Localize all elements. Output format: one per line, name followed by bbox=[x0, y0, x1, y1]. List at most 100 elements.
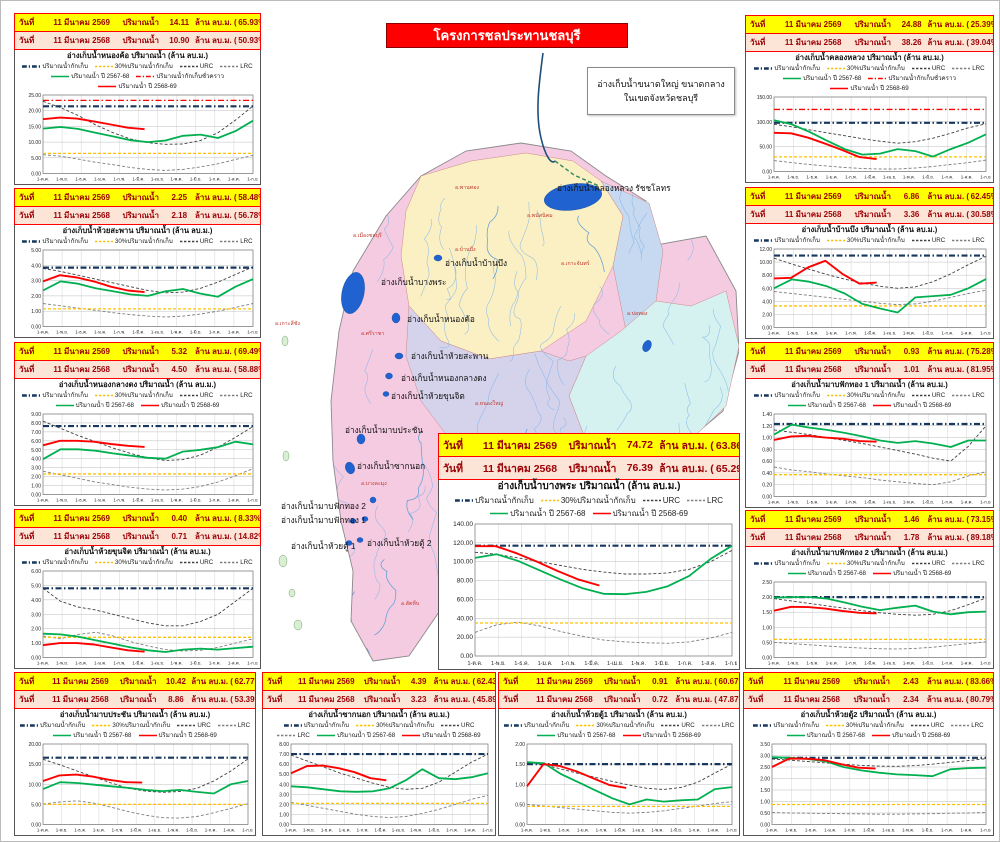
series-curr bbox=[42, 642, 145, 653]
chart-box: อ่างเก็บน้ำห้วยตู้2 ปริมาณน้ำ (ล้าน ลบ.ม… bbox=[743, 709, 994, 836]
svg-text:1-ต.ค.: 1-ต.ค. bbox=[37, 330, 49, 335]
chart-plot-area: 0.00 1.00 2.00 3.00 4.00 5.00 6.00 1-ต.ค. 1-พ.ย.… bbox=[17, 568, 259, 667]
chart-box: อ่างเก็บน้ำหนองค้อ ปริมาณน้ำ (ล้าน ลบ.ม.… bbox=[14, 50, 261, 185]
svg-text:2.00: 2.00 bbox=[31, 475, 41, 481]
legend-item-pct30: 30%ปริมาณน้ำกักเก็บ bbox=[825, 722, 904, 730]
chart-box: อ่างเก็บน้ำคลองหลวง ปริมาณน้ำ (ล้าน ลบ.ม… bbox=[745, 52, 994, 183]
map-label-district: อ.บ่อทอง bbox=[627, 311, 648, 317]
svg-text:1-มี.ค.: 1-มี.ค. bbox=[132, 330, 144, 335]
map-label-district: อ.เมืองชลบุรี bbox=[353, 232, 382, 239]
svg-text:1-พ.ย.: 1-พ.ย. bbox=[303, 828, 315, 833]
reservoir-chart: 0.00 0.50 1.00 1.50 2.00 2.50 1-ต.ค. 1-พ.ย. 1-ธ.… bbox=[762, 580, 992, 666]
legend-item-prev: ปริมาณน้ำ ปี 2567-68 bbox=[316, 732, 396, 740]
svg-text:1-ก.พ.: 1-ก.พ. bbox=[844, 828, 856, 833]
chart-plot-area: 0.00 0.50 1.00 1.50 2.00 2.50 1-ต.ค. 1-พ.ย. 1-ธ.… bbox=[748, 579, 992, 667]
chart-plot-area: 0.00 50.00 100.00 150.00 1-ต.ค. 1-พ.ย. 1-ธ.ค. 1… bbox=[748, 94, 992, 181]
legend-item-cap: ปริมาณน้ำกักเก็บ bbox=[753, 722, 819, 730]
panel-khlong-luang: วันที่ 11 มีนาคม 2569 ปริมาณน้ำ 24.88 ล้าน ล… bbox=[745, 15, 994, 183]
svg-text:1-ต.ค.: 1-ต.ค. bbox=[468, 661, 483, 667]
panel-nong-klang-dong: วันที่ 11 มีนาคม 2569 ปริมาณน้ำ 5.32 ล้าน ลบ… bbox=[14, 342, 261, 506]
svg-text:1-ก.ย.: 1-ก.ย. bbox=[247, 330, 258, 335]
chart-box: อ่างเก็บน้ำมาบฟักทอง 1 ปริมาณน้ำ (ล้าน ล… bbox=[745, 379, 994, 508]
map-label-reservoir: อ่างเก็บน้ำบ้านบึง bbox=[445, 257, 507, 268]
reservoir-chart: 0.00 0.20 0.40 0.60 0.80 1.00 1.20 1.40 1-ต.ค. 1-… bbox=[762, 412, 992, 505]
svg-text:1-ม.ค.: 1-ม.ค. bbox=[538, 661, 553, 667]
series-urc bbox=[42, 266, 254, 294]
series-urc bbox=[474, 550, 733, 575]
series-prev bbox=[773, 596, 987, 616]
svg-text:1-ส.ค.: 1-ส.ค. bbox=[961, 500, 973, 505]
svg-text:8.00: 8.00 bbox=[31, 421, 41, 427]
legend-item-urc: URC bbox=[911, 236, 946, 244]
svg-text:2.00: 2.00 bbox=[515, 742, 525, 748]
chart-plot-area: 0.00 5.00 10.00 15.00 20.00 25.00 1-ต.ค. 1-พ.ย.… bbox=[17, 92, 258, 183]
svg-text:6.00: 6.00 bbox=[279, 762, 289, 768]
chart-title: อ่างเก็บน้ำห้วยตู้1 ปริมาณน้ำ (ล้าน ลบ.ม… bbox=[551, 710, 687, 719]
series-urc bbox=[771, 758, 987, 767]
series-urc bbox=[773, 597, 987, 616]
legend-item-lrc: LRC bbox=[952, 391, 985, 399]
svg-text:4.00: 4.00 bbox=[31, 598, 41, 604]
chart-plot-area: 0.00 20.00 40.00 60.00 80.00 100.00 120.00 140.… bbox=[441, 521, 739, 668]
svg-text:8.00: 8.00 bbox=[279, 742, 289, 748]
reservoir-chart: 0.00 20.00 40.00 60.00 80.00 100.00 120.00 140.… bbox=[453, 521, 739, 667]
svg-text:0.00: 0.00 bbox=[760, 823, 770, 829]
panel-huai-khun-chit: วันที่ 11 มีนาคม 2569 ปริมาณน้ำ 0.40 ล้าน ลบ… bbox=[14, 509, 261, 669]
svg-text:1-พ.ย.: 1-พ.ย. bbox=[56, 177, 68, 182]
panel-nong-kho: วันที่ 11 มีนาคม 2569 ปริมาณน้ำ 14.11 ล้าน ล… bbox=[14, 13, 261, 185]
legend-item-prev: ปริมาณน้ำ ปี 2567-68 bbox=[787, 570, 866, 578]
map-label-district: อ.ศรีราชา bbox=[361, 330, 384, 337]
panel-map-fakthong-2: วันที่ 11 มีนาคม 2569 ปริมาณน้ำ 1.46 ล้าน ลบ… bbox=[745, 510, 994, 669]
svg-text:1-ก.พ.: 1-ก.พ. bbox=[112, 828, 124, 833]
svg-text:2.00: 2.00 bbox=[279, 802, 289, 808]
svg-text:1-เม.ย.: 1-เม.ย. bbox=[632, 828, 645, 833]
svg-text:1-มิ.ย.: 1-มิ.ย. bbox=[670, 828, 682, 833]
svg-text:8.00: 8.00 bbox=[762, 273, 772, 279]
svg-text:1-ธ.ค.: 1-ธ.ค. bbox=[75, 177, 87, 182]
svg-text:1.00: 1.00 bbox=[279, 813, 289, 819]
svg-text:0.00: 0.00 bbox=[31, 172, 41, 178]
legend-item-lrc: LRC bbox=[277, 731, 310, 739]
svg-text:1-ธ.ค.: 1-ธ.ค. bbox=[321, 828, 333, 833]
legend-item-cap: ปริมาณน้ำกักเก็บ bbox=[754, 237, 820, 245]
svg-text:1-ต.ค.: 1-ต.ค. bbox=[768, 661, 780, 666]
legend-item-cap: ปริมาณน้ำกักเก็บ bbox=[22, 559, 88, 567]
reservoir-lake bbox=[369, 496, 377, 504]
svg-text:1-มี.ค.: 1-มี.ค. bbox=[584, 660, 599, 667]
panel-huai-saphan: วันที่ 11 มีนาคม 2569 ปริมาณน้ำ 2.25 ล้าน ลบ… bbox=[14, 188, 261, 338]
legend-item-lrc: LRC bbox=[952, 64, 985, 72]
svg-text:1-ต.ค.: 1-ต.ค. bbox=[37, 828, 49, 833]
svg-text:1-ก.ย.: 1-ก.ย. bbox=[980, 828, 991, 833]
svg-text:0.00: 0.00 bbox=[279, 823, 289, 829]
map-label-reservoir: อ่างเก็บน้ำหนองค้อ bbox=[407, 313, 475, 324]
svg-text:1-มี.ค.: 1-มี.ค. bbox=[132, 498, 144, 503]
svg-text:1-ก.พ.: 1-ก.พ. bbox=[845, 661, 857, 666]
svg-text:1-มี.ค.: 1-มี.ค. bbox=[374, 828, 386, 833]
legend-item-urc: URC bbox=[911, 391, 946, 399]
svg-text:100.00: 100.00 bbox=[453, 559, 473, 566]
svg-text:0.80: 0.80 bbox=[762, 447, 772, 453]
header-row-y2: วันที่ 11 มีนาคม 2568 ปริมาณน้ำ 0.72 ล้าน ลบ… bbox=[499, 691, 739, 708]
series-curr bbox=[42, 116, 145, 131]
series-curr bbox=[526, 763, 627, 789]
reservoir-lake bbox=[382, 391, 390, 397]
reservoir-chart: 0.00 2.00 4.00 6.00 8.00 10.00 12.00 1-ต.ค. 1-พ.… bbox=[759, 247, 991, 336]
svg-text:1-ก.พ.: 1-ก.พ. bbox=[845, 331, 857, 336]
series-lrc bbox=[42, 303, 254, 318]
svg-text:1-ม.ค.: 1-ม.ค. bbox=[826, 331, 838, 336]
reservoir-value-header: วันที่ 11 มีนาคม 2569 ปริมาณน้ำ 0.40 ล้าน ลบ… bbox=[14, 509, 261, 546]
svg-text:1-ก.ค.: 1-ก.ค. bbox=[205, 828, 217, 833]
series-curr bbox=[42, 439, 145, 448]
legend-item-cap: ปริมาณน้ำกักเก็บ bbox=[754, 560, 820, 568]
series-curr bbox=[42, 274, 145, 294]
map-note-line1: อ่างเก็บน้ำขนาดใหญ่ ขนาดกลาง bbox=[597, 78, 725, 89]
svg-text:1-ก.พ.: 1-ก.พ. bbox=[845, 175, 857, 180]
legend-item-lrc: LRC bbox=[220, 62, 253, 70]
chart-title: อ่างเก็บน้ำมาบฟักทอง 2 ปริมาณน้ำ (ล้าน ล… bbox=[791, 548, 948, 557]
chart-title: อ่างเก็บน้ำมาบฟักทอง 1 ปริมาณน้ำ (ล้าน ล… bbox=[791, 380, 948, 389]
series-curr bbox=[773, 434, 877, 443]
page-title: โครงการชลประทานชลบุรี bbox=[386, 23, 628, 48]
svg-text:0.00: 0.00 bbox=[31, 325, 41, 331]
svg-text:0.40: 0.40 bbox=[762, 471, 772, 477]
